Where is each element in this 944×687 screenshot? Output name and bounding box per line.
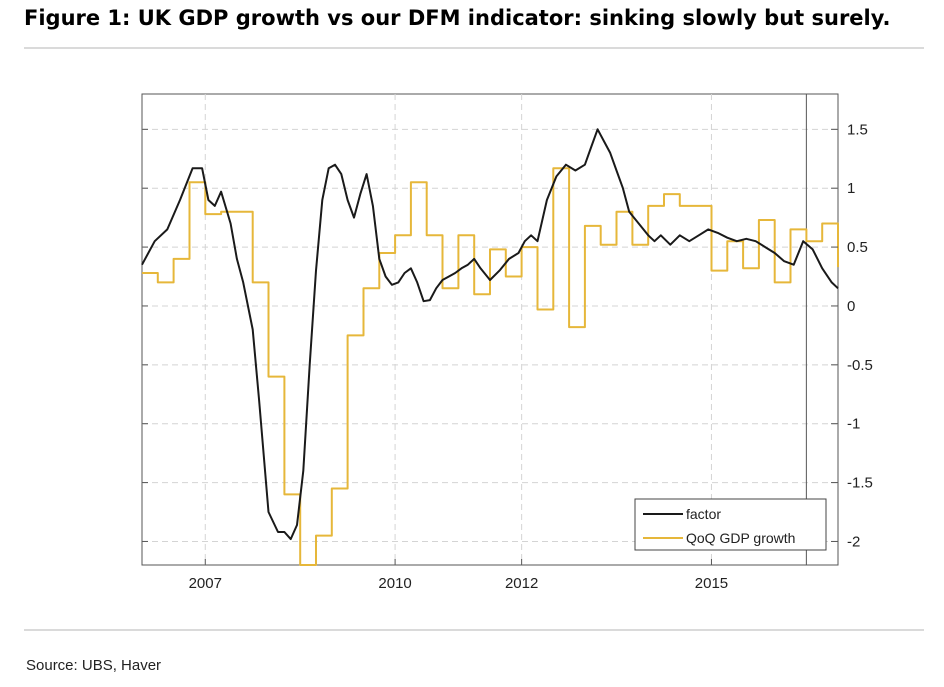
source-note: Source: UBS, Haver [26, 657, 162, 674]
bottom-divider [24, 629, 924, 631]
y-tick-label: -0.5 [847, 357, 873, 374]
series-line-factor [141, 128, 839, 541]
y-tick-label: -1 [847, 416, 860, 433]
x-tick-label: 2007 [189, 575, 222, 592]
series-line-gdp [142, 167, 839, 566]
line-chart: 2007 2010 2012 2015 1.5 1 0.5 0 -0.5 -1 -1.5 -2 fac… [141, 93, 873, 592]
y-tick-label: -2 [847, 533, 860, 550]
plot-area [141, 93, 839, 566]
legend-box [634, 498, 827, 551]
top-divider [24, 47, 924, 49]
x-tick-label: 2012 [505, 575, 538, 592]
y-tick-label: 1.5 [847, 121, 868, 138]
legend-label-gdp: QoQ GDP growth [686, 530, 795, 546]
legend-label-factor: factor [686, 506, 721, 522]
x-tick-label: 2015 [695, 575, 728, 592]
y-tick-label: -1.5 [847, 475, 873, 492]
series-layer [141, 128, 839, 566]
y-tick-label: 1 [847, 180, 855, 197]
x-tick-label: 2010 [378, 575, 411, 592]
figure-title: Figure 1: UK GDP growth vs our DFM indic… [24, 6, 891, 30]
y-tick-label: 0 [847, 298, 855, 315]
y-tick-label: 0.5 [847, 239, 868, 256]
axis-ticks: 2007 2010 2012 2015 1.5 1 0.5 0 -0.5 -1 -1.5 -2 [142, 121, 873, 592]
legend: factor QoQ GDP growth [634, 498, 827, 551]
